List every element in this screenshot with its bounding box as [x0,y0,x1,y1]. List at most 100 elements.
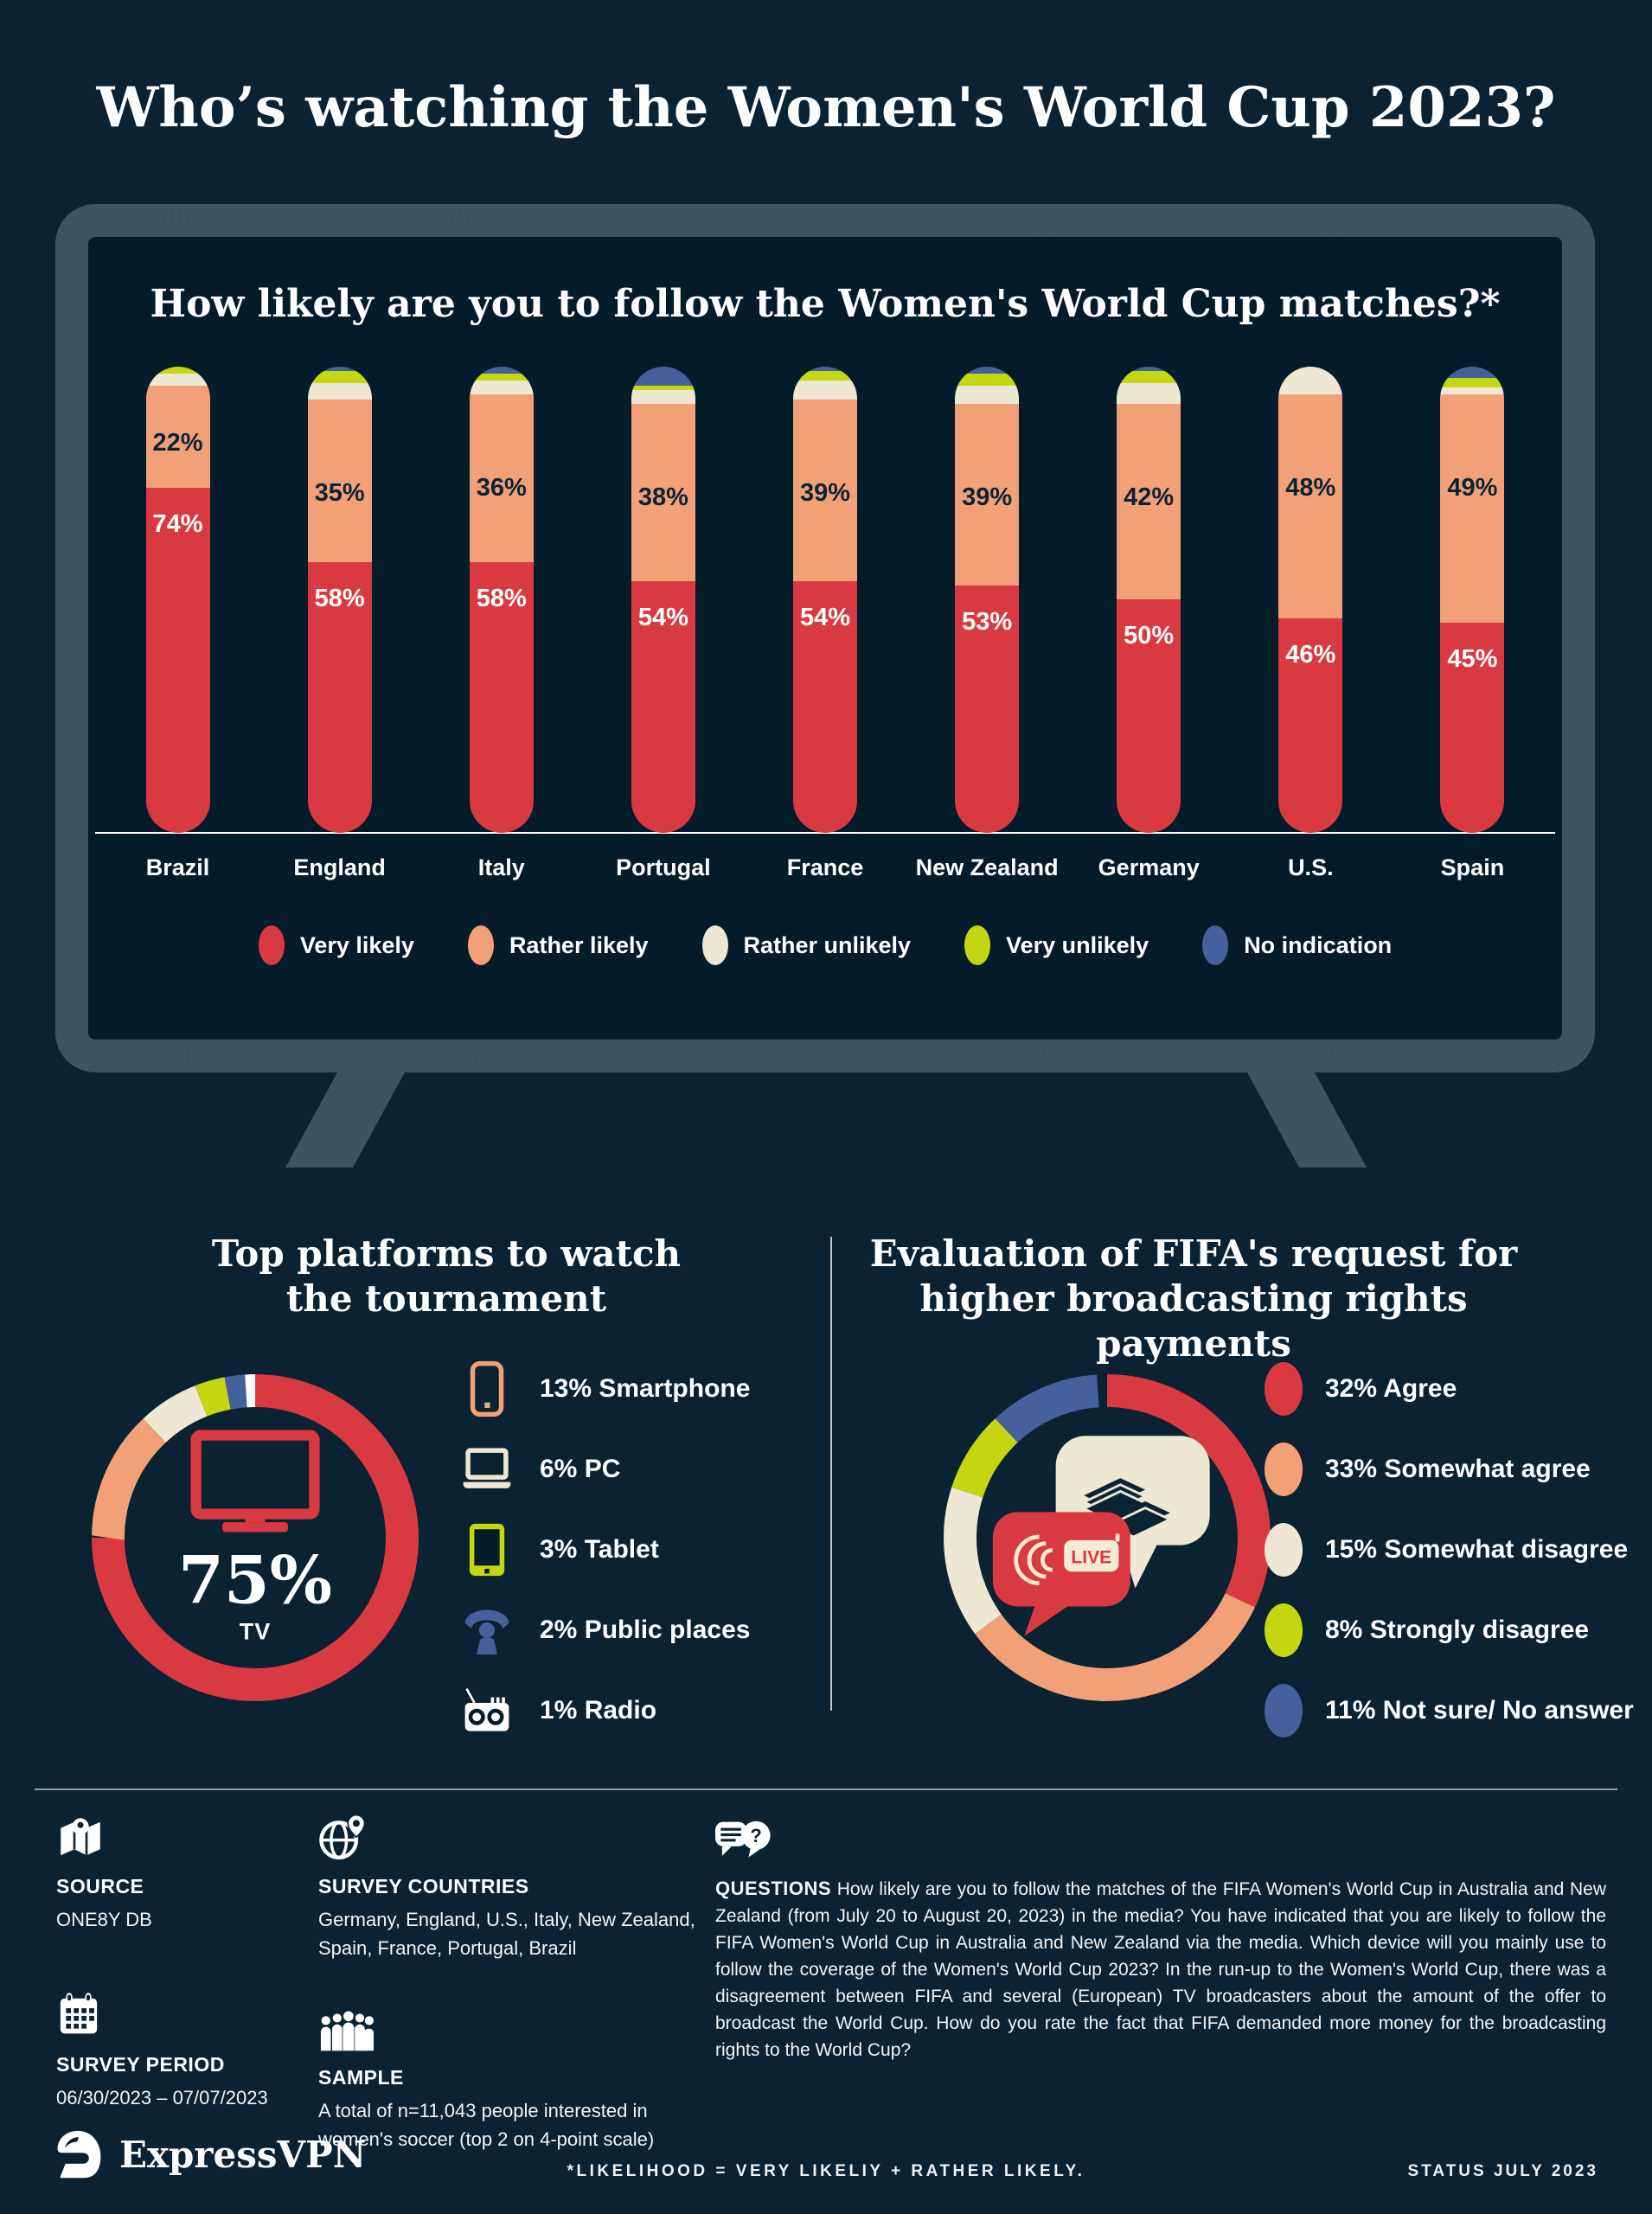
public-places-icon [457,1606,517,1654]
bar-value-label: 49% [1447,474,1498,502]
bar-column: 38% 54% [582,367,744,833]
fifa-legend-swatch [1265,1361,1303,1416]
source-heading: SOURCE [56,1875,144,1897]
segment-rather-likely: 35% [307,399,372,563]
bar-value-label: 39% [799,478,850,507]
bar-value-label: 48% [1285,474,1336,502]
stacked-bar: 39% 53% [955,367,1020,833]
segment-very-unlikely [631,385,695,390]
segment-very-likely: 58% [469,562,534,833]
stacked-bar: 42% 50% [1117,367,1181,833]
bar-value-label: 58% [314,585,365,613]
fifa-donut-center: LIVE [991,1430,1223,1645]
svg-text:?: ? [750,1825,761,1846]
pc-icon [457,1447,517,1492]
bar-value-label: 22% [152,428,203,457]
bar-column: 49% 45% [1392,367,1553,833]
bar-column: 39% 53% [906,367,1068,833]
country-label: U.S. [1288,854,1334,880]
legend-item: Very likely [258,925,414,965]
fifa-legend-label: 15% Somewhat disagree [1325,1534,1629,1564]
legend-item: No indication [1202,925,1392,965]
fifa-legend-item: 15% Somewhat disagree [1265,1509,1634,1590]
segment-no-indication [469,367,534,374]
bar-column: 35% 58% [259,367,420,833]
platform-label: 2% Public places [540,1615,751,1644]
page-title: Who’s watching the Women's World Cup 202… [96,74,1556,140]
segment-very-unlikely [307,371,372,383]
segment-rather-likely: 36% [469,394,534,563]
segment-no-indication [307,367,372,372]
fifa-donut: LIVE [934,1365,1280,1711]
segment-no-indication [1440,367,1505,379]
country-label: Portugal [616,854,711,880]
platform-label: 1% Radio [540,1695,657,1724]
sample-value: A total of n=11,043 people interested in… [318,2100,655,2150]
legend-label: Very unlikely [1006,931,1149,958]
country-label: Spain [1440,854,1505,880]
segment-rather-likely: 38% [631,404,695,581]
bar-value-label: 42% [1124,483,1175,512]
tv-stand [285,1072,1367,1168]
segment-very-likely: 45% [1440,623,1505,833]
segment-rather-unlikely [955,385,1020,405]
footer-divider [35,1788,1617,1790]
donut-segment-somewhat-disagree [944,1374,1271,1701]
bar-value-label: 45% [1447,645,1498,674]
segment-rather-likely: 39% [792,399,857,581]
bar-column: 42% 50% [1068,367,1230,833]
fifa-list: 32% Agree 33% Somewhat agree 15% Somewhat … [1265,1348,1634,1750]
source-value: ONE8Y DB [56,1909,152,1930]
segment-rather-unlikely [469,381,534,395]
segment-rather-unlikely [145,374,210,386]
tv-icon [190,1430,320,1533]
questions-heading: QUESTIONS [715,1878,832,1899]
expressvpn-wordmark: ExpressVPN [119,2133,367,2176]
segment-rather-unlikely [1440,387,1505,395]
fifa-legend-swatch [1265,1603,1303,1657]
signal-icon [1014,1534,1053,1586]
segment-rather-likely: 48% [1278,394,1343,619]
platforms-title: Top platforms to watch the tournament [211,1232,682,1321]
tablet-icon [457,1522,517,1577]
likelihood-footnote: *LIKELIHOOD = VERY LIKELIY + RATHER LIKE… [567,2162,1085,2180]
segment-very-unlikely [1440,378,1505,388]
footer-col-3: ? QUESTIONS How likely are you to follow… [715,1809,1606,2064]
segment-very-unlikely [469,374,534,381]
chart-axis-line [95,832,1555,834]
platform-item: 13% Smartphone [457,1348,750,1429]
survey-countries-block: SURVEY COUNTRIES Germany, England, U.S.,… [318,1809,699,1962]
segment-very-likely: 54% [792,580,857,833]
bar-chart: 22% 74% 35% 58% 36% 58% 38% 54% 39% 54% 39% 53% 42% 5… [97,367,1553,833]
sample-heading: SAMPLE [318,2066,404,2089]
segment-rather-unlikely [792,381,857,400]
bar-value-label: 58% [476,585,527,613]
segment-very-unlikely [1117,371,1181,383]
segment-rather-unlikely [1278,367,1343,395]
segment-very-unlikely [792,371,857,381]
bar-value-label: 53% [962,608,1013,637]
segment-very-likely: 53% [955,585,1020,833]
fifa-legend-label: 11% Not sure/ No answer [1325,1695,1634,1724]
platform-label: 3% Tablet [540,1534,659,1564]
fifa-legend-swatch [1265,1442,1303,1496]
platforms-list: 13% Smartphone 6% PC 3% Tablet 2% Public pl… [457,1348,750,1750]
fifa-legend-item: 8% Strongly disagree [1265,1590,1634,1670]
radio-icon [457,1686,517,1736]
people-icon [318,2000,699,2054]
survey-countries-heading: SURVEY COUNTRIES [318,1875,529,1897]
source-block: SOURCE ONE8Y DB [56,1809,298,1934]
questions-paragraph: QUESTIONS How likely are you to follow t… [715,1875,1606,2064]
legend-item: Rather likely [467,925,649,965]
legend-swatch [258,925,285,965]
bar-value-label: 54% [637,603,688,631]
tv-share-value: 75% [178,1541,332,1619]
smartphone-icon [457,1360,517,1417]
donut-segment-somewhat-agree [944,1374,1271,1701]
stacked-bar: 22% 74% [145,367,210,833]
country-label: Germany [1098,854,1200,880]
legend-label: Rather likely [509,931,649,958]
fifa-legend-item: 33% Somewhat agree [1265,1429,1634,1509]
expressvpn-logo-icon [57,2130,101,2179]
bar-column: 22% 74% [97,367,259,833]
